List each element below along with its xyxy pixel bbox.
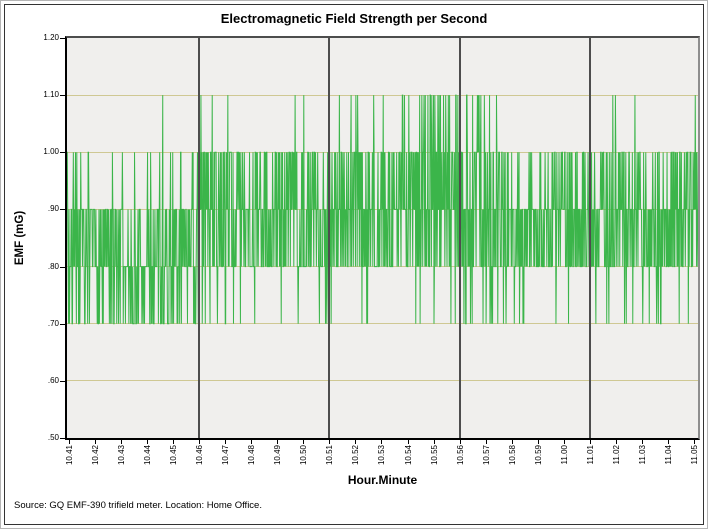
v-major-gridline xyxy=(198,38,201,438)
x-tick-label: 10.58 xyxy=(507,445,517,466)
x-tick-mark xyxy=(667,440,669,444)
x-tick-label: 10.43 xyxy=(117,445,127,466)
x-tick-mark xyxy=(69,440,70,444)
x-tick-label: 10.57 xyxy=(481,445,491,466)
emf-series-line xyxy=(67,94,698,325)
y-tick-label: .70 xyxy=(47,318,59,328)
emf-series xyxy=(67,94,698,325)
x-tick-mark xyxy=(147,440,149,444)
plot-area xyxy=(65,36,700,440)
v-major-gridline xyxy=(588,38,591,438)
x-tick-mark xyxy=(615,440,617,444)
x-tick-mark xyxy=(511,440,513,444)
x-tick-mark xyxy=(537,440,539,444)
x-tick-label: 10.47 xyxy=(221,445,231,466)
v-major-gridline xyxy=(458,38,461,438)
x-tick-mark xyxy=(407,440,409,444)
x-tick-mark xyxy=(199,440,201,444)
x-tick-label: 10.54 xyxy=(403,445,413,466)
y-tick-label: .80 xyxy=(47,261,59,271)
x-tick-label: 10.48 xyxy=(247,445,257,466)
x-tick-label: 10.51 xyxy=(325,445,335,466)
y-tick-mark xyxy=(60,266,66,268)
x-tick-label: 10.44 xyxy=(143,445,153,466)
y-tick-label: 1.20 xyxy=(43,33,59,42)
x-tick-mark xyxy=(459,440,461,444)
x-tick-mark xyxy=(329,440,331,444)
x-tick-mark xyxy=(563,440,565,444)
y-tick-mark xyxy=(60,323,66,325)
x-tick-mark xyxy=(381,440,383,444)
x-tick-label: 11.05 xyxy=(689,445,699,465)
v-major-gridline xyxy=(328,38,331,438)
y-tick-label: .90 xyxy=(47,204,59,214)
y-tick-label: .60 xyxy=(47,375,59,385)
x-tick-label: 11.02 xyxy=(611,445,621,465)
x-tick-mark xyxy=(641,440,643,444)
y-tick-mark xyxy=(60,438,66,439)
y-tick-mark xyxy=(60,95,66,97)
x-tick-label: 10.59 xyxy=(533,445,543,466)
y-tick-label: 1.00 xyxy=(43,147,59,157)
h-gridline xyxy=(67,323,698,325)
y-tick-mark xyxy=(60,209,66,211)
x-tick-label: 10.46 xyxy=(195,445,205,466)
x-tick-label: 10.53 xyxy=(377,445,387,466)
chart-title: Electromagnetic Field Strength per Secon… xyxy=(220,11,488,26)
x-tick-mark xyxy=(95,440,97,444)
x-tick-label: 10.42 xyxy=(91,445,101,466)
h-gridline xyxy=(67,380,698,382)
x-tick-label: 10.49 xyxy=(273,445,283,466)
x-tick-label: 10.52 xyxy=(351,445,361,466)
x-tick-mark xyxy=(251,440,253,444)
y-tick-label: .50 xyxy=(47,433,59,442)
x-tick-label: 11.03 xyxy=(637,445,647,465)
x-tick-mark xyxy=(303,440,305,444)
h-gridline xyxy=(67,266,698,268)
y-tick-mark xyxy=(60,380,66,382)
x-axis-title: Hour.Minute xyxy=(347,473,418,487)
x-tick-mark xyxy=(589,440,591,444)
y-tick-mark xyxy=(60,152,66,154)
x-tick-mark xyxy=(433,440,435,444)
x-tick-mark xyxy=(225,440,227,444)
x-tick-mark xyxy=(355,440,357,444)
x-tick-label: 11.00 xyxy=(559,445,569,465)
y-tick-label: 1.10 xyxy=(43,90,59,100)
h-gridline xyxy=(67,94,698,96)
x-tick-mark xyxy=(485,440,487,444)
x-tick-label: 10.50 xyxy=(299,445,309,466)
x-tick-label: 10.56 xyxy=(455,445,465,466)
y-tick-mark xyxy=(60,38,66,39)
x-tick-label: 10.55 xyxy=(429,445,439,466)
x-tick-mark xyxy=(277,440,279,444)
x-tick-mark xyxy=(693,440,695,444)
x-tick-label: 10.41 xyxy=(65,445,74,466)
source-note: Source: GQ EMF-390 trifield meter. Locat… xyxy=(14,500,262,511)
x-tick-label: 11.01 xyxy=(585,445,595,465)
x-tick-mark xyxy=(121,440,123,444)
vertical-gridlines-layer xyxy=(67,38,698,438)
x-tick-label: 10.45 xyxy=(169,445,179,466)
x-tick-mark xyxy=(173,440,175,444)
x-tick-label: 11.04 xyxy=(663,445,673,465)
